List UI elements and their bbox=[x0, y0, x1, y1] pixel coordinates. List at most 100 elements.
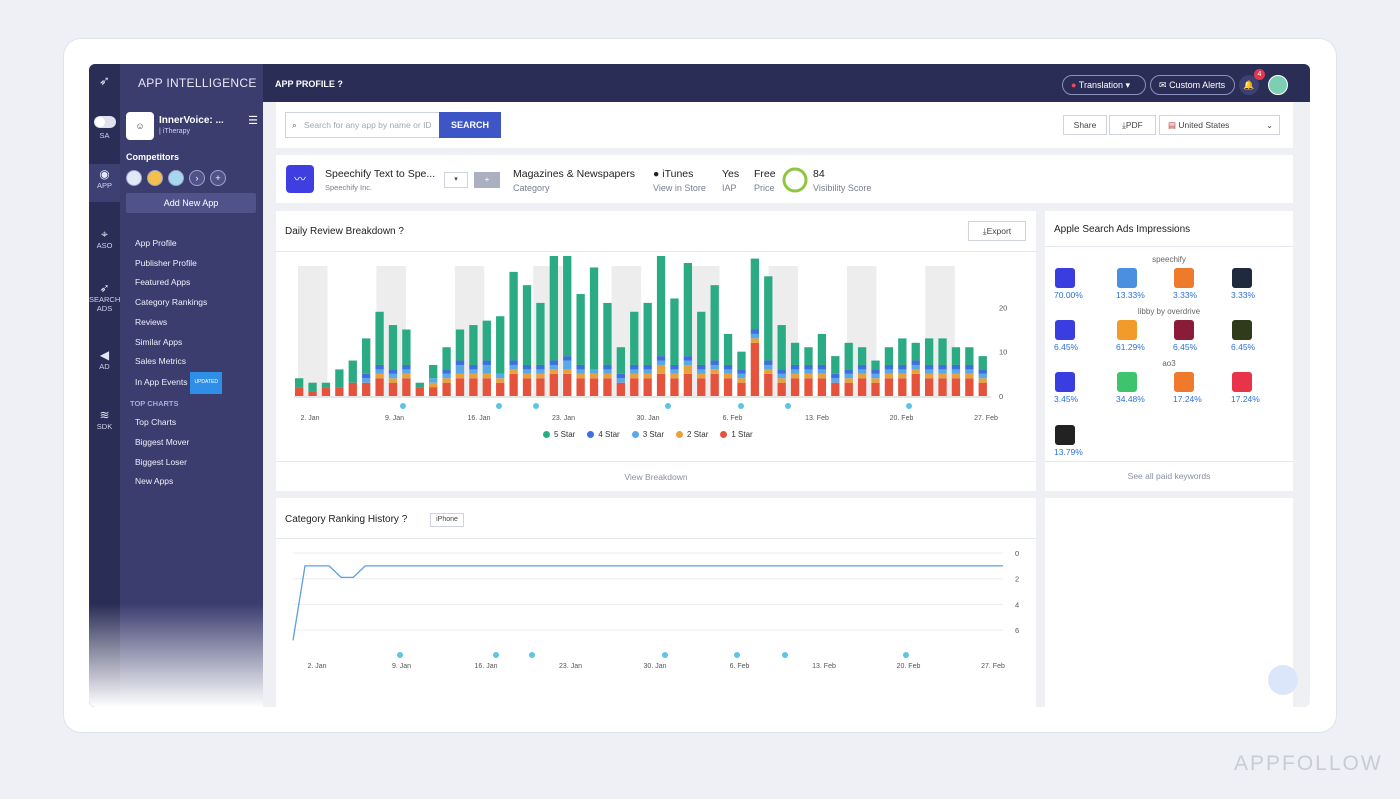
event-marker bbox=[397, 652, 403, 658]
bar-segment bbox=[697, 311, 706, 365]
nav-biggest-mover[interactable]: Biggest Mover bbox=[135, 437, 190, 448]
download-icon: ⤓ bbox=[982, 226, 987, 236]
competitor-avatar[interactable] bbox=[168, 170, 184, 186]
device-badge[interactable]: iPhone bbox=[430, 513, 464, 527]
category-value[interactable]: Magazines & Newspapers bbox=[513, 168, 635, 180]
rail-sa[interactable]: SA bbox=[89, 116, 120, 140]
export-button[interactable]: ⤓Export bbox=[968, 221, 1026, 241]
app-icon: ☺ bbox=[126, 112, 154, 140]
event-marker bbox=[533, 403, 539, 409]
help-icon[interactable]: ? bbox=[401, 514, 408, 525]
nav-new-apps[interactable]: New Apps bbox=[135, 476, 174, 487]
country-select[interactable]: ▤ United States ⌄ bbox=[1159, 115, 1280, 135]
bar-segment bbox=[295, 378, 304, 388]
help-icon[interactable]: ? bbox=[337, 79, 343, 89]
bar-segment bbox=[884, 364, 894, 370]
competitor-app-icon[interactable] bbox=[1117, 320, 1137, 340]
competitor-app-icon[interactable] bbox=[1055, 320, 1075, 340]
nav-in-app-events[interactable]: In App Events UPDATED bbox=[135, 371, 222, 394]
add-compare-button[interactable]: + bbox=[474, 172, 500, 188]
keyword-label[interactable]: libby by overdrive bbox=[1137, 307, 1201, 316]
competitor-app-icon[interactable] bbox=[1117, 372, 1137, 392]
competitor-app-icon[interactable] bbox=[1174, 320, 1194, 340]
competitor-avatar[interactable] bbox=[126, 170, 142, 186]
rocket-logo-icon[interactable]: ➶ bbox=[99, 73, 110, 88]
toggle-icon[interactable] bbox=[93, 116, 116, 128]
keyword-label[interactable]: speechify bbox=[1152, 255, 1186, 264]
divider bbox=[276, 538, 1036, 539]
search-button[interactable]: SEARCH bbox=[439, 112, 501, 138]
app-developer-name[interactable]: Speechify Inc. bbox=[325, 183, 373, 192]
competitor-app-icon[interactable] bbox=[1055, 372, 1075, 392]
competitor-app-icon[interactable] bbox=[1174, 268, 1194, 288]
bar-segment bbox=[790, 378, 800, 396]
pdf-button[interactable]: ⤓PDF bbox=[1109, 115, 1156, 135]
bar-segment bbox=[522, 364, 532, 370]
bar-segment bbox=[764, 360, 773, 365]
search-input[interactable]: ⌕ Search for any app by name or ID bbox=[285, 112, 439, 138]
competitor-app-icon[interactable] bbox=[1174, 372, 1194, 392]
see-paid-keywords-link[interactable]: See all paid keywords bbox=[1127, 471, 1211, 481]
bar-segment bbox=[723, 364, 733, 370]
rail-ad[interactable]: ◀ AD bbox=[89, 349, 120, 371]
legend-item[interactable]: 4 Star bbox=[587, 430, 620, 439]
x-tick-label: 27. Feb bbox=[974, 415, 998, 421]
competitor-app-icon[interactable] bbox=[1055, 425, 1075, 445]
nav-category-rankings[interactable]: Category Rankings bbox=[135, 297, 208, 308]
competitor-app-icon[interactable] bbox=[1117, 268, 1137, 288]
competitor-app-icon[interactable] bbox=[1232, 320, 1252, 340]
bar-segment bbox=[777, 325, 786, 370]
selected-app-card[interactable]: ☺ InnerVoice: ... | iTherapy ☰ bbox=[126, 112, 258, 142]
nav-reviews[interactable]: Reviews bbox=[135, 316, 168, 327]
nav-publisher-profile[interactable]: Publisher Profile bbox=[135, 257, 197, 268]
store-label[interactable]: View in Store bbox=[653, 183, 706, 193]
legend-item[interactable]: 2 Star bbox=[676, 430, 708, 439]
rail-search-ads[interactable]: ➶ SEARCH ADS bbox=[89, 281, 121, 313]
bar-segment bbox=[603, 378, 612, 396]
event-marker bbox=[665, 403, 671, 409]
app-title[interactable]: Speechify Text to Spe... bbox=[325, 168, 436, 180]
custom-alerts-button[interactable]: ✉ Custom Alerts bbox=[1150, 75, 1235, 95]
visibility-score-label: Visibility Score bbox=[813, 183, 872, 193]
bar-segment bbox=[857, 378, 867, 396]
bar-segment bbox=[576, 294, 585, 365]
nav-top-charts[interactable]: Top Charts bbox=[135, 417, 177, 428]
bar-segment bbox=[951, 369, 961, 374]
competitor-app-icon[interactable] bbox=[1232, 372, 1252, 392]
bar-segment bbox=[509, 360, 518, 365]
bar-segment bbox=[924, 373, 934, 379]
plus-icon[interactable]: + bbox=[210, 170, 226, 186]
rail-sdk[interactable]: ≋ SDK bbox=[89, 409, 120, 431]
store-value[interactable]: ● iTunes bbox=[653, 168, 694, 180]
rail-aso[interactable]: ⌖ ASO bbox=[89, 228, 120, 250]
platform-select[interactable]: ▾ bbox=[444, 172, 468, 188]
nav-app-profile[interactable]: App Profile bbox=[135, 238, 177, 248]
menu-icon[interactable]: ☰ bbox=[248, 115, 258, 127]
iap-label: IAP bbox=[722, 183, 737, 193]
legend-item[interactable]: 1 Star bbox=[720, 430, 753, 439]
bell-icon[interactable]: 🔔 bbox=[1239, 75, 1259, 95]
competitor-app-icon[interactable] bbox=[1055, 268, 1075, 288]
rail-app[interactable]: ◉ APP bbox=[89, 164, 120, 202]
nav-featured-apps[interactable]: Featured Apps bbox=[135, 277, 191, 288]
search-icon: ⌕ bbox=[292, 120, 297, 130]
nav-similar-apps[interactable]: Similar Apps bbox=[135, 336, 183, 347]
chat-widget-icon[interactable] bbox=[1268, 665, 1298, 695]
chevron-right-icon[interactable]: › bbox=[189, 170, 205, 186]
translation-dropdown[interactable]: ● Translation ▾ bbox=[1062, 75, 1146, 95]
view-breakdown-link[interactable]: View Breakdown bbox=[624, 472, 688, 482]
help-icon[interactable]: ? bbox=[398, 226, 404, 237]
add-new-app-button[interactable]: Add New App bbox=[126, 193, 256, 213]
legend-item[interactable]: 5 Star bbox=[543, 430, 575, 439]
bar-segment bbox=[790, 369, 800, 374]
share-button[interactable]: Share bbox=[1063, 115, 1107, 135]
nav-sales-metrics[interactable]: Sales Metrics bbox=[135, 356, 187, 367]
bar-segment bbox=[750, 258, 760, 330]
legend-item[interactable]: 3 Star bbox=[631, 430, 664, 439]
nav-biggest-loser[interactable]: Biggest Loser bbox=[135, 456, 187, 467]
divider bbox=[276, 461, 1036, 462]
competitor-avatar[interactable] bbox=[147, 170, 163, 186]
avatar[interactable] bbox=[1268, 75, 1288, 95]
keyword-label[interactable]: ao3 bbox=[1162, 359, 1176, 368]
competitor-app-icon[interactable] bbox=[1232, 268, 1252, 288]
